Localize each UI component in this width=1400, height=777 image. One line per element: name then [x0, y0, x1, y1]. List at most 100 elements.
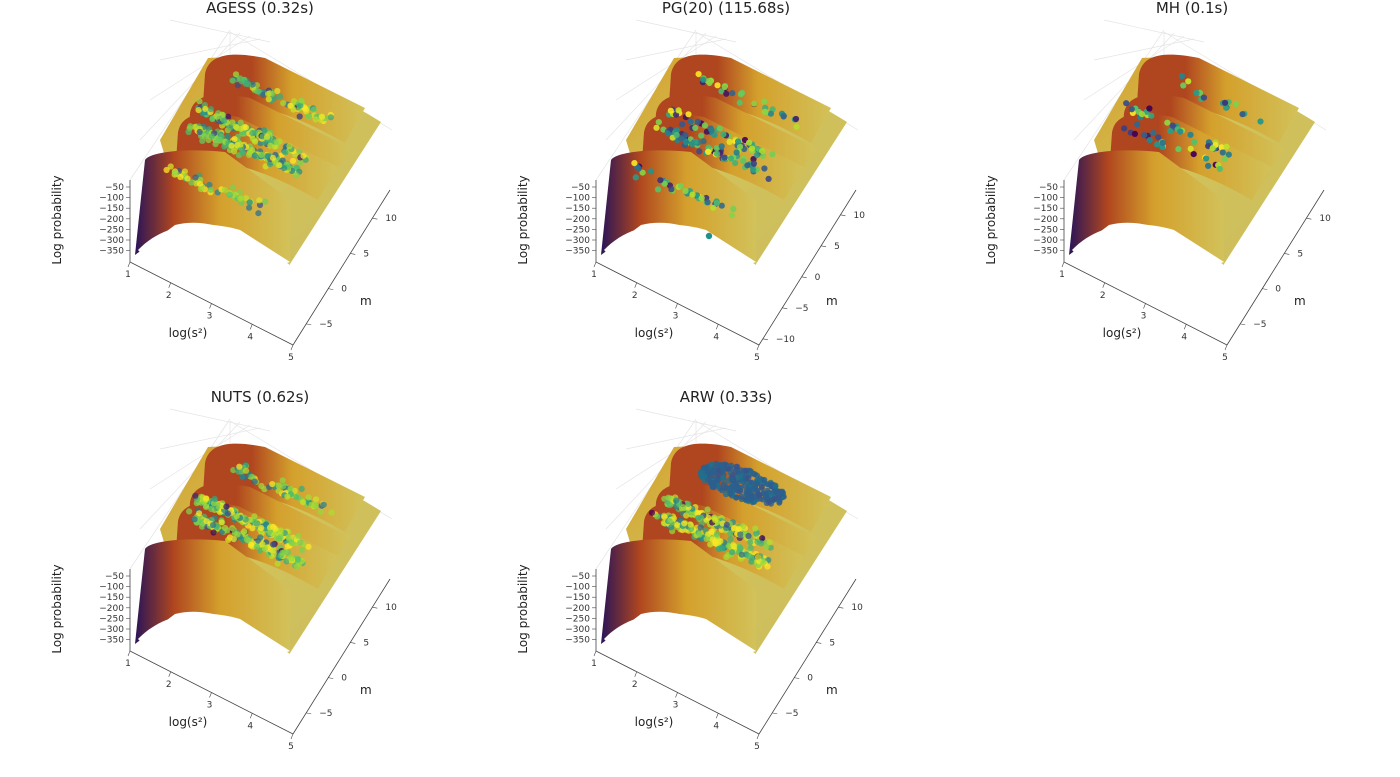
sample-point [305, 543, 312, 550]
sample-point [729, 472, 736, 478]
sample-point [745, 532, 752, 540]
yaxis-label: m [826, 683, 838, 697]
sample-point [251, 152, 258, 159]
yaxis-tick-label: 10 [853, 211, 865, 221]
sample-point [736, 99, 743, 106]
sample-point [1131, 130, 1138, 137]
sample-point [229, 525, 236, 532]
plot-panel: MH (0.1s)Log probability −50−100−150−200−… [984, 0, 1331, 363]
sample-point [288, 539, 295, 546]
sample-points [186, 462, 335, 570]
sample-point [727, 490, 734, 497]
sample-point [772, 482, 779, 489]
yaxis-tick-label: 10 [851, 603, 863, 613]
sample-point [705, 148, 712, 155]
sample-point [1159, 139, 1166, 146]
xaxis-tick [209, 692, 212, 698]
sample-point [680, 504, 687, 511]
sample-point [1193, 89, 1200, 97]
sample-point [177, 173, 184, 181]
sample-point [720, 131, 727, 138]
sample-point [1222, 99, 1229, 106]
sample-point [210, 522, 217, 529]
sample-point [1257, 118, 1264, 125]
sample-point [712, 540, 719, 547]
sample-point [780, 113, 787, 120]
sample-point [674, 521, 681, 528]
yaxis-tick [328, 288, 334, 290]
sample-point [196, 128, 203, 136]
sample-point [171, 169, 178, 176]
sample-point [717, 462, 724, 469]
sample-point [668, 186, 675, 193]
xaxis-tick-label: 4 [713, 721, 719, 731]
sample-point [277, 93, 284, 100]
zaxis-tick-label: −50 [105, 183, 124, 193]
sample-point [710, 204, 717, 211]
sample-point [695, 514, 702, 521]
sample-point [230, 535, 237, 543]
sample-point [743, 491, 750, 498]
sample-point [1216, 165, 1223, 173]
sample-point [766, 539, 773, 546]
sample-point [270, 541, 277, 548]
xaxis-label: log(s²) [169, 715, 208, 729]
sample-point [298, 546, 306, 553]
sample-point [224, 527, 231, 534]
xaxis-tick-label: 5 [288, 742, 294, 752]
xaxis-tick-label: 1 [591, 659, 597, 669]
sample-point [196, 98, 203, 105]
sample-point [1128, 106, 1135, 113]
xaxis-tick [593, 261, 597, 268]
xaxis-tick [290, 733, 294, 740]
sample-point [727, 155, 734, 162]
sample-point [701, 122, 708, 129]
sample-point [661, 180, 668, 187]
sample-point [312, 496, 320, 503]
sample-point [1205, 162, 1212, 169]
panel-title: AGESS (0.32s) [206, 0, 314, 17]
sample-point [243, 467, 250, 474]
sample-point [1121, 125, 1128, 132]
sample-point [258, 151, 265, 158]
sample-point [698, 132, 705, 139]
sample-point [683, 139, 690, 146]
sample-point [760, 496, 766, 503]
sample-point [736, 544, 743, 551]
zaxis-tick-label: −50 [571, 183, 590, 193]
xaxis-label: log(s²) [635, 715, 674, 729]
yaxis-tick [1306, 217, 1312, 220]
sample-point [744, 162, 751, 169]
sample-point [1146, 137, 1153, 144]
sample-point [713, 530, 720, 538]
yaxis-tick [1240, 323, 1246, 326]
sample-point [242, 124, 250, 131]
sample-point [763, 543, 770, 550]
yaxis-tick-label: −5 [785, 709, 798, 719]
yaxis-label: m [826, 294, 838, 308]
sample-point [267, 142, 274, 149]
sample-point [1153, 141, 1161, 148]
sample-point [167, 163, 174, 170]
xaxis-tick-label: 4 [713, 332, 719, 342]
sample-point [290, 106, 297, 113]
yaxis-tick-label: 5 [1297, 249, 1303, 259]
zaxis-label: Log probability [50, 175, 64, 264]
sample-point [232, 71, 240, 78]
sample-point [212, 141, 219, 148]
sample-point [239, 150, 246, 157]
sample-point [252, 138, 259, 145]
sample-point [1148, 112, 1155, 119]
sample-point [192, 492, 199, 499]
sample-point [735, 525, 742, 532]
sample-point [260, 91, 267, 98]
xaxis-tick [675, 692, 678, 698]
sample-point [766, 499, 773, 506]
sample-point [226, 124, 234, 131]
sample-point [692, 124, 699, 131]
xaxis-tick-label: 2 [166, 680, 172, 690]
sample-point [274, 560, 281, 567]
sample-point [775, 494, 782, 500]
sample-point [242, 195, 250, 202]
sample-point [648, 509, 656, 516]
